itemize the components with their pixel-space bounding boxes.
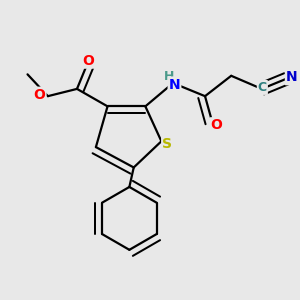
Text: O: O: [34, 88, 46, 102]
Text: N: N: [286, 70, 298, 84]
Text: H: H: [164, 70, 174, 83]
Text: O: O: [211, 118, 223, 132]
Text: N: N: [169, 77, 180, 92]
Text: C: C: [258, 81, 267, 94]
Text: S: S: [162, 137, 172, 151]
Text: O: O: [83, 54, 94, 68]
